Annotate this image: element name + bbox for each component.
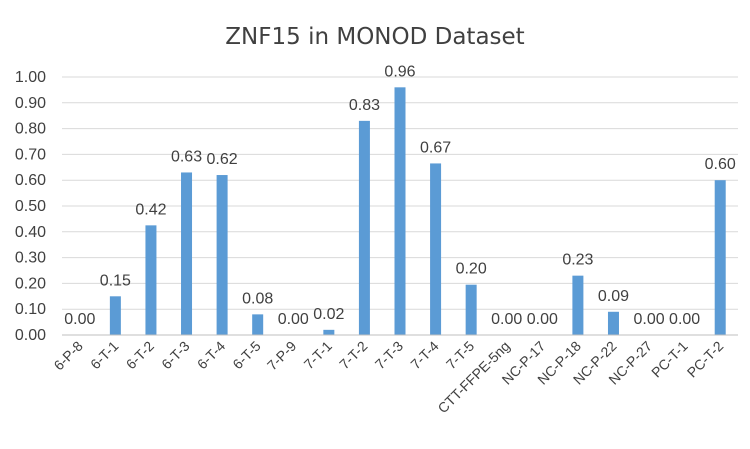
bar	[430, 163, 442, 335]
x-tick-label: 6-T-1	[87, 338, 122, 373]
data-labels: 0.000.150.420.63 0.620.080.00 0.020.830.96…	[64, 63, 736, 328]
x-tick-label: 7-T-4	[407, 338, 442, 373]
x-tick-label: 6-T-5	[229, 338, 264, 373]
x-tick-label: PC-T-2	[684, 338, 727, 381]
x-tick-label: 6-T-3	[158, 338, 193, 373]
y-tick-label: 0.80	[15, 121, 46, 138]
bar	[465, 284, 477, 335]
data-label: 0.15	[100, 272, 131, 289]
x-tick-label: 6-T-4	[194, 338, 229, 373]
bar	[109, 296, 121, 335]
y-tick-label: 0.10	[15, 301, 46, 318]
x-tick-label: 7-P-9	[264, 338, 300, 374]
bar	[714, 180, 726, 335]
data-label: 0.42	[135, 201, 166, 218]
data-label: 0.60	[705, 156, 736, 173]
chart-title: ZNF15 in MONOD Dataset	[225, 24, 524, 50]
y-tick-label: 0.70	[15, 146, 46, 163]
bar	[394, 87, 406, 335]
x-tick-label: 7-T-2	[336, 338, 371, 373]
y-tick-label: 1.00	[15, 69, 46, 86]
y-tick-label: 0.60	[15, 172, 46, 189]
data-label: 0.00	[491, 311, 522, 328]
bar	[252, 314, 264, 335]
data-label: 0.20	[456, 261, 487, 278]
data-label: 0.00	[278, 311, 309, 328]
bar	[607, 311, 619, 335]
data-label: 0.23	[562, 252, 593, 269]
data-label: 0.67	[420, 139, 451, 156]
x-tick-label: 6-P-8	[50, 338, 86, 374]
data-label: 0.00	[64, 311, 95, 328]
bar	[572, 275, 584, 335]
y-tick-label: 0.40	[15, 224, 46, 241]
data-label: 0.00	[527, 311, 558, 328]
y-tick-label: 0.90	[15, 95, 46, 112]
data-label: 0.96	[384, 63, 415, 80]
y-tick-label: 0.00	[15, 327, 46, 344]
data-label: 0.63	[171, 148, 202, 165]
y-tick-label: 0.20	[15, 275, 46, 292]
y-tick-label: 0.30	[15, 250, 46, 267]
bar	[181, 172, 193, 335]
data-label: 0.00	[633, 311, 664, 328]
bars	[109, 87, 726, 335]
x-tick-label: 7-T-3	[372, 338, 407, 373]
data-label: 0.62	[207, 151, 238, 168]
bar	[358, 120, 370, 335]
data-label: 0.00	[669, 311, 700, 328]
x-axis-ticks: 6-P-8 6-T-1 6-T-2 6-T-3 6-T-4 6-T-5 7-P-9 7-T-1…	[50, 338, 726, 417]
data-label: 0.02	[313, 306, 344, 323]
bar	[216, 175, 228, 335]
bar	[323, 329, 335, 335]
x-tick-label: 6-T-2	[123, 338, 158, 373]
data-label: 0.08	[242, 290, 273, 307]
x-tick-label: PC-T-1	[648, 338, 691, 381]
data-label: 0.09	[598, 288, 629, 305]
data-label: 0.83	[349, 97, 380, 114]
bar	[145, 225, 157, 335]
x-tick-label: 7-T-1	[301, 338, 336, 373]
y-axis-ticks: 0.00 0.10 0.20 0.30 0.40 0.50 0.60 0.70 0.80 0.90…	[15, 69, 46, 344]
y-tick-label: 0.50	[15, 198, 46, 215]
